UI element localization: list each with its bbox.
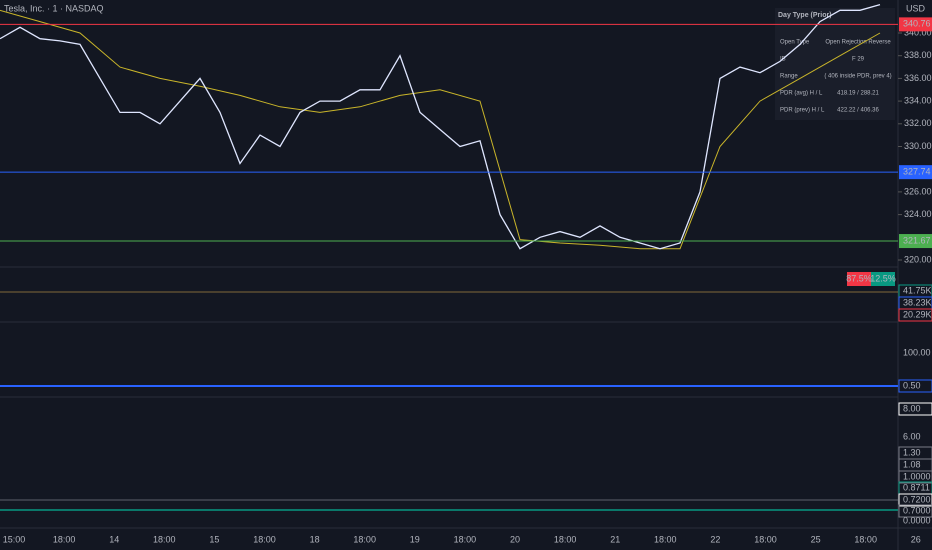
y-tick-label: 336.00 bbox=[904, 73, 932, 83]
time-label: 15:00 bbox=[3, 534, 26, 544]
time-label: 18:00 bbox=[654, 534, 677, 544]
sell-badge bbox=[847, 272, 871, 286]
symbol-title[interactable]: Tesla, Inc. · 1 · NASDAQ bbox=[4, 3, 104, 13]
currency[interactable]: USD bbox=[906, 3, 926, 13]
y-tick-label: 330.00 bbox=[904, 141, 932, 151]
time-label: 18:00 bbox=[153, 534, 176, 544]
time-label: 18:00 bbox=[754, 534, 777, 544]
value-label: 0.50 bbox=[903, 380, 921, 390]
level-badge bbox=[899, 234, 932, 249]
value-label: 6.00 bbox=[903, 431, 921, 441]
time-label: 21 bbox=[610, 534, 620, 544]
time-label: 19 bbox=[410, 534, 420, 544]
value-label: 38.23K bbox=[903, 297, 932, 307]
value-label: 100.00 bbox=[903, 347, 931, 357]
time-label: 18:00 bbox=[353, 534, 376, 544]
table-key: PDR (prev) H / L bbox=[780, 108, 825, 114]
value-label: 1.30 bbox=[903, 447, 921, 457]
y-tick-label: 334.00 bbox=[904, 95, 932, 105]
buy-ratio: 12.5% bbox=[870, 273, 896, 283]
value-label: 0.7000 bbox=[903, 505, 931, 515]
level-label: 327.74 bbox=[903, 167, 931, 177]
level-badge bbox=[899, 17, 932, 32]
time-label: 22 bbox=[710, 534, 720, 544]
y-tick-label: 338.00 bbox=[904, 50, 932, 60]
value-label: 20.29K bbox=[903, 309, 932, 319]
level-label: 321.67 bbox=[903, 235, 931, 245]
table-value: 418.19 / 288.21 bbox=[837, 91, 879, 97]
value-badge bbox=[898, 504, 932, 518]
table-title: Day Type (Prior) bbox=[778, 12, 832, 19]
time-label: 26 bbox=[911, 534, 921, 544]
value-badge bbox=[898, 402, 932, 416]
time-label: 18:00 bbox=[854, 534, 877, 544]
value-label: 1.0000 bbox=[903, 471, 931, 481]
level-badge bbox=[899, 165, 932, 180]
table-value: Open Rejection Reverse bbox=[825, 40, 891, 46]
time-label: 18:00 bbox=[454, 534, 477, 544]
sell-ratio: 87.5% bbox=[846, 273, 872, 283]
info-table: Day Type (Prior) Open Type Open Rejection… bbox=[775, 8, 895, 120]
y-tick-label: 326.00 bbox=[904, 186, 932, 196]
time-label: 25 bbox=[811, 534, 821, 544]
price-line bbox=[0, 3, 881, 250]
value-badge bbox=[898, 308, 932, 322]
time-label: 18:00 bbox=[253, 534, 276, 544]
value-label: 0.0000 bbox=[903, 515, 931, 525]
time-label: 20 bbox=[510, 534, 520, 544]
y-tick-label: 332.00 bbox=[904, 118, 932, 128]
time-label: 18:00 bbox=[554, 534, 577, 544]
table-value: 422.22 / 406.36 bbox=[837, 108, 879, 114]
value-label: 1.08 bbox=[903, 459, 921, 469]
time-label: 18 bbox=[310, 534, 320, 544]
table-bg bbox=[775, 8, 895, 120]
table-value: ( 406 inside PDR, prev 4) bbox=[824, 74, 891, 80]
table-key: Open Type bbox=[780, 40, 810, 46]
y-tick-label: 340.00 bbox=[904, 27, 932, 37]
level-label: 340.76 bbox=[903, 19, 931, 29]
value-label: 41.75K bbox=[903, 285, 932, 295]
value-badge bbox=[898, 470, 932, 484]
y-tick-label: 324.00 bbox=[904, 209, 932, 219]
vwap-line bbox=[0, 9, 881, 250]
time-label: 15 bbox=[209, 534, 219, 544]
table-key: PDR (avg) H / L bbox=[780, 91, 823, 97]
value-badge bbox=[898, 493, 932, 507]
buy-badge bbox=[871, 272, 895, 286]
time-label: 14 bbox=[109, 534, 119, 544]
table-key: Range bbox=[780, 74, 798, 80]
value-badge bbox=[898, 379, 932, 393]
value-label: 0.7200 bbox=[903, 494, 931, 504]
y-tick-label: 320.00 bbox=[904, 254, 932, 264]
time-label: 18:00 bbox=[53, 534, 76, 544]
value-label: 0.8711 bbox=[903, 482, 930, 492]
table-value: F 29 bbox=[852, 57, 865, 63]
value-label: 8.00 bbox=[903, 403, 921, 413]
